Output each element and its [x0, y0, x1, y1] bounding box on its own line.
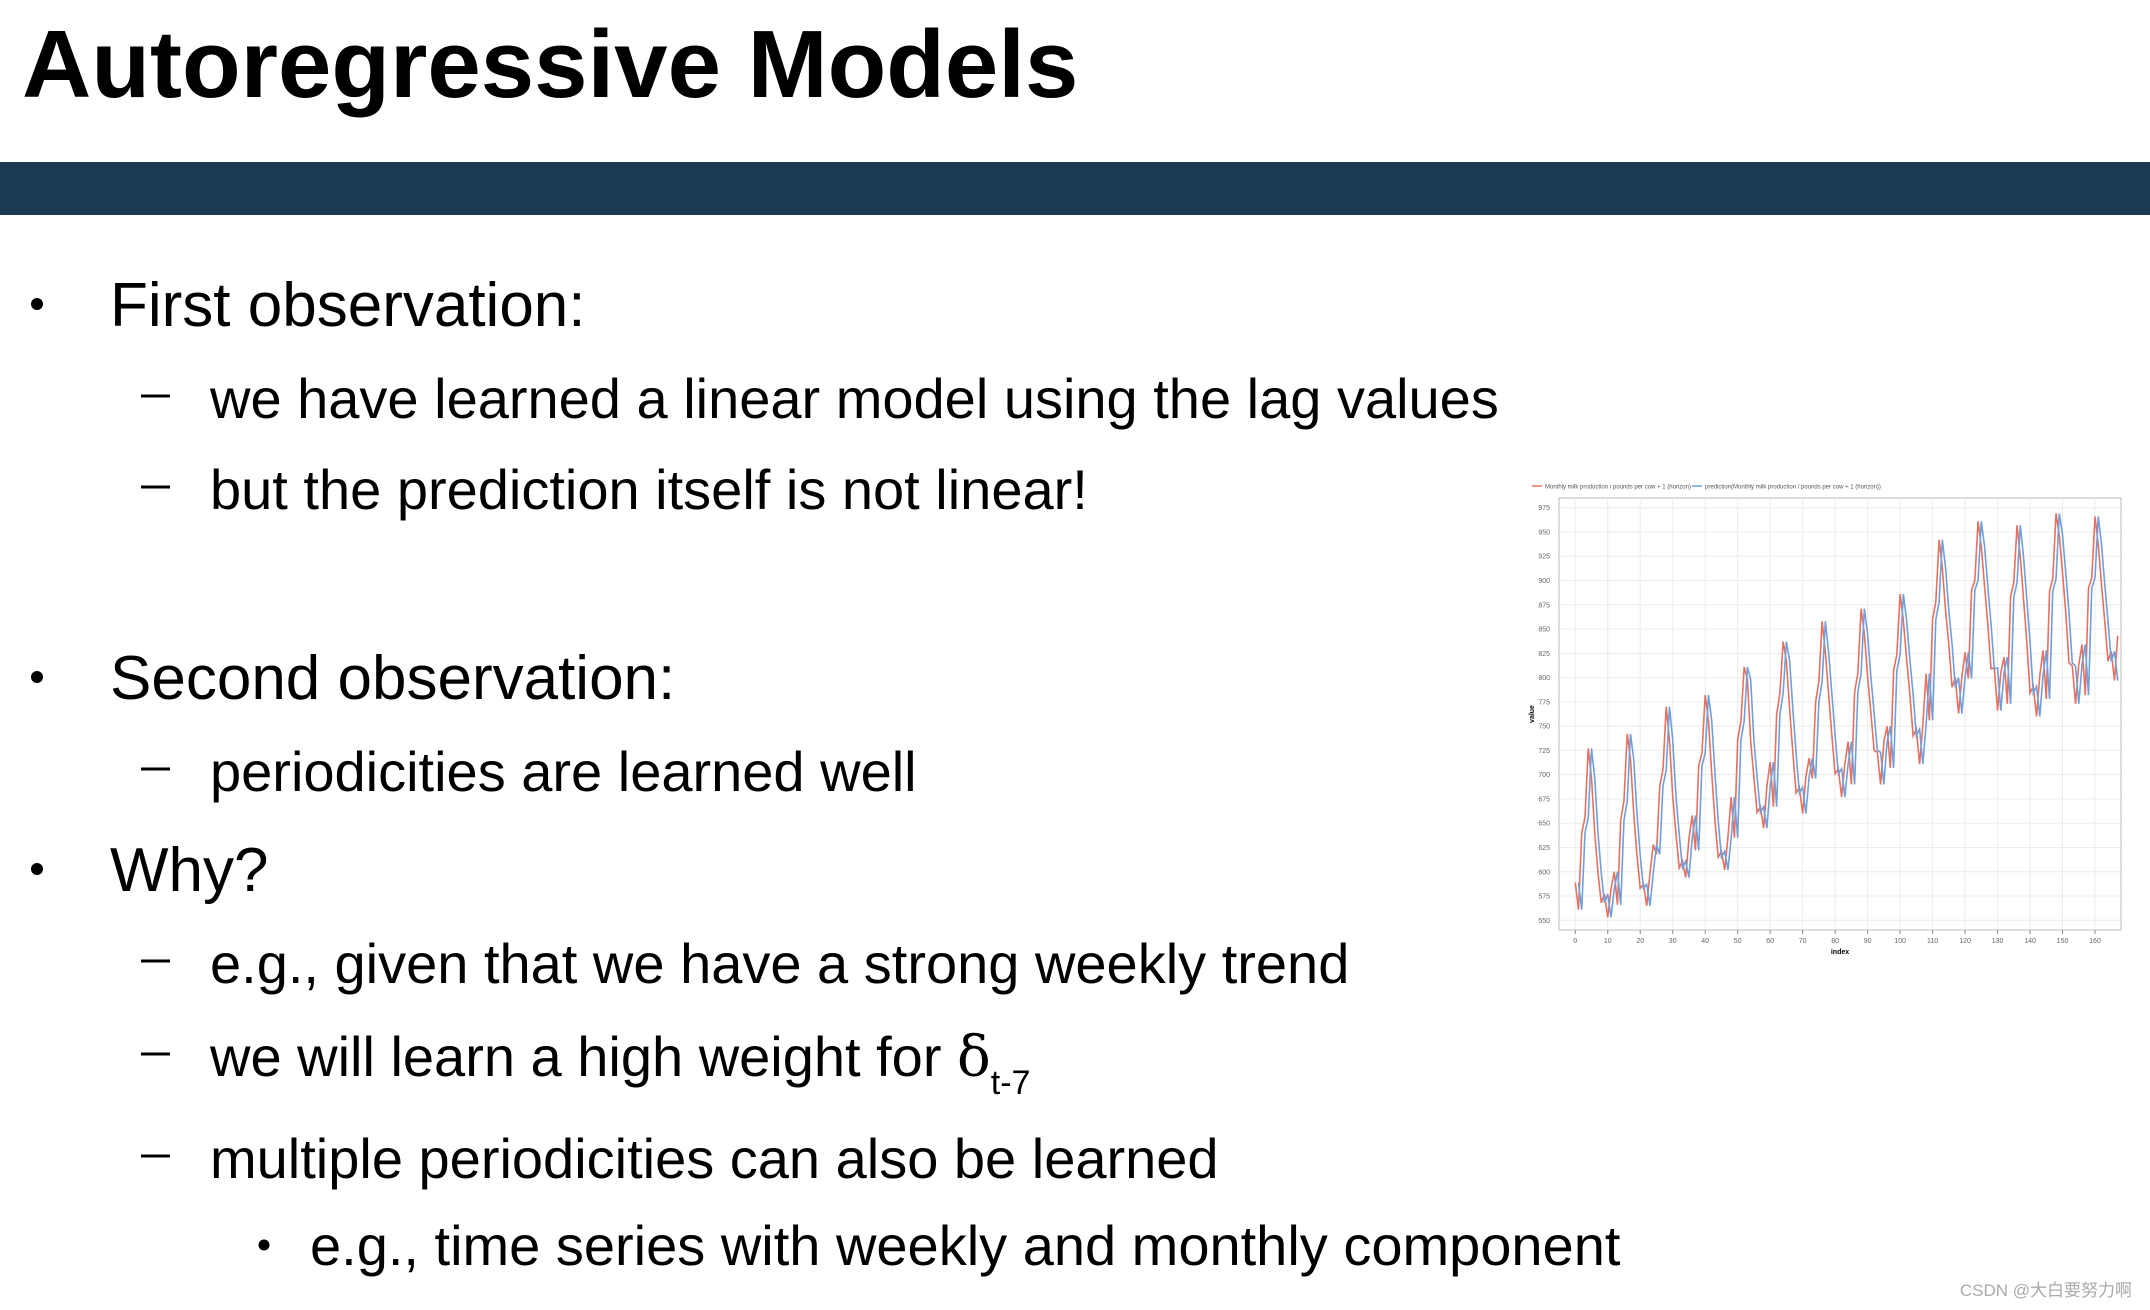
- y-tick-label: 600: [1538, 869, 1550, 876]
- bullet-dot: [31, 298, 43, 310]
- watermark: CSDN @大白要努力啊: [1960, 1281, 2132, 1300]
- sub-bullet-text: multiple periodicities can also be learn…: [210, 1127, 1219, 1190]
- x-tick-label: 160: [2089, 938, 2101, 945]
- y-tick-label: 900: [1538, 578, 1550, 585]
- symbol: δ: [957, 1025, 991, 1090]
- x-tick-label: 80: [1831, 938, 1839, 945]
- x-tick-label: 110: [1927, 938, 1938, 945]
- subscript: t-7: [991, 1064, 1031, 1102]
- y-tick-label: 675: [1538, 796, 1550, 803]
- sub-bullet-text-part: we will learn a high weight for: [209, 1025, 957, 1088]
- sub-bullet-text: we have learned a linear model using the…: [209, 367, 1499, 430]
- x-tick-label: 70: [1799, 938, 1807, 945]
- x-tick-label: 150: [2057, 938, 2069, 945]
- sub-bullet-text-part: multiple periodicities can also be learn…: [210, 1127, 1219, 1190]
- sub-bullet-text: but the prediction itself is not linear!: [210, 458, 1088, 521]
- y-axis-label: value: [1529, 705, 1536, 723]
- y-tick-label: 700: [1538, 772, 1550, 779]
- x-tick-label: 10: [1604, 938, 1612, 945]
- y-tick-label: 575: [1538, 894, 1550, 901]
- y-tick-label: 650: [1538, 821, 1550, 828]
- bullet-text: First observation:: [110, 271, 586, 340]
- series-line: [1574, 513, 2119, 918]
- sub-bullet-text-part: we have learned a linear model using the…: [209, 367, 1499, 430]
- series-line: [1577, 513, 2119, 918]
- sub-bullet-text-part: e.g., given that we have a strong weekly…: [210, 932, 1349, 995]
- x-tick-label: 100: [1894, 938, 1906, 945]
- legend-label: Monthly milk production / pounds per cow…: [1545, 485, 1691, 491]
- x-tick-label: 90: [1864, 938, 1872, 945]
- sub-sub-bullet-text: e.g., time series with weekly and monthl…: [310, 1214, 1621, 1277]
- title-band: [0, 162, 2150, 215]
- y-tick-label: 975: [1538, 505, 1550, 512]
- legend-label: prediction(Monthly milk production / pou…: [1705, 485, 1881, 491]
- y-tick-label: 775: [1538, 699, 1550, 706]
- x-tick-label: 50: [1734, 938, 1742, 945]
- bullet-dot: [31, 863, 43, 875]
- y-tick-label: 850: [1538, 627, 1550, 634]
- bullet-dot: [258, 1239, 270, 1251]
- x-tick-label: 40: [1701, 938, 1709, 945]
- sub-bullet-text: periodicities are learned well: [210, 740, 917, 803]
- sub-bullet-text-part: periodicities are learned well: [210, 740, 917, 803]
- x-axis-label: index: [1831, 949, 1849, 956]
- sub-bullet-text: we will learn a high weight for δt-7: [209, 1025, 1030, 1102]
- y-tick-label: 825: [1538, 651, 1550, 658]
- y-tick-label: 950: [1538, 529, 1550, 536]
- y-tick-label: 750: [1538, 724, 1550, 731]
- y-tick-label: 875: [1538, 602, 1550, 609]
- y-tick-label: 800: [1538, 675, 1550, 682]
- y-tick-label: 725: [1538, 748, 1550, 755]
- y-tick-label: 625: [1538, 845, 1550, 852]
- y-tick-label: 925: [1538, 554, 1550, 561]
- x-tick-label: 130: [1992, 938, 2004, 945]
- bullet-dot: [31, 671, 43, 683]
- x-tick-label: 20: [1636, 938, 1644, 945]
- x-tick-label: 30: [1669, 938, 1677, 945]
- plot-area: [1558, 497, 2122, 931]
- x-tick-label: 0: [1573, 938, 1577, 945]
- x-tick-label: 120: [1959, 938, 1971, 945]
- slide-title: Autoregressive Models: [22, 11, 1078, 118]
- sub-bullet-text: e.g., given that we have a strong weekly…: [210, 932, 1349, 995]
- x-tick-label: 60: [1766, 938, 1774, 945]
- x-tick-label: 140: [2024, 938, 2036, 945]
- sub-bullet-text-part: but the prediction itself is not linear!: [210, 458, 1088, 521]
- bullet-text: Why?: [110, 836, 268, 905]
- y-tick-label: 550: [1538, 918, 1550, 925]
- bullet-text: Second observation:: [110, 644, 675, 713]
